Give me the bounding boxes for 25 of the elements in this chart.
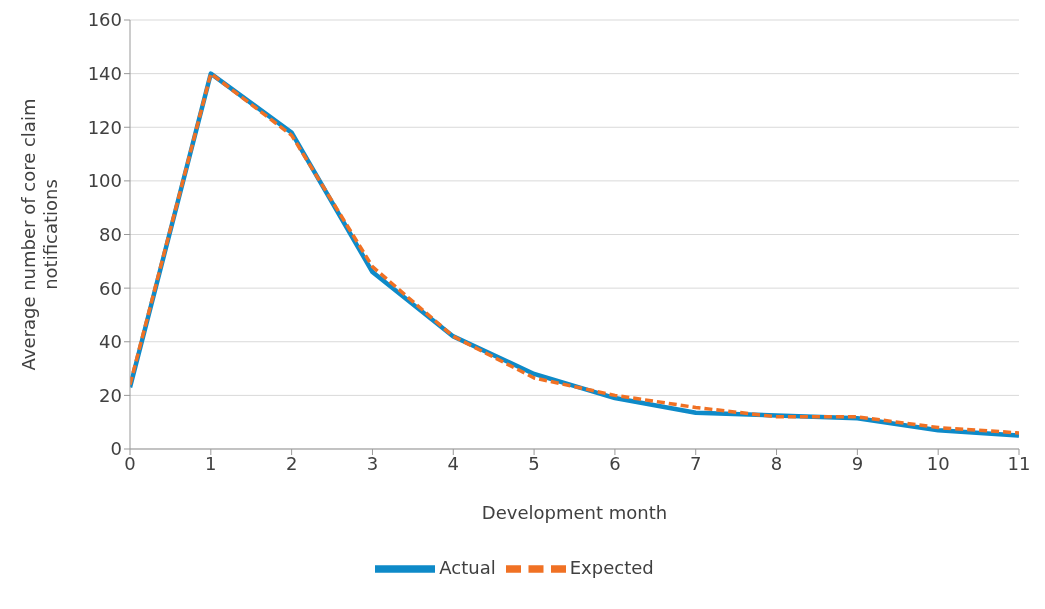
x-tick-label: 11 [1007,452,1031,474]
x-tick-label: 9 [851,452,864,474]
x-tick-label: 7 [690,452,702,474]
y-axis-title: Average number of core claim notifications [18,98,61,371]
y-tick-label: 60 [99,277,122,299]
x-tick-label: 0 [124,452,136,474]
x-tick-label: 8 [770,452,783,474]
y-tick-label: 160 [87,9,122,31]
legend-label: Actual [439,557,496,578]
y-tick-label: 80 [99,223,122,245]
y-tick-label: 20 [99,384,122,406]
x-tick-label: 5 [528,452,540,474]
x-tick-label: 3 [366,452,379,474]
x-tick-label: 10 [926,452,950,474]
y-tick-label: 140 [87,63,122,85]
y-tick-label: 40 [99,331,122,353]
x-tick-label: 2 [285,452,298,474]
x-tick-label: 1 [205,452,217,474]
x-tick-label: 6 [609,452,621,474]
legend-label: Expected [569,557,654,578]
x-axis-title: Development month [481,502,668,523]
x-tick-label: 4 [447,452,459,474]
y-tick-label: 120 [87,116,122,138]
y-tick-label: 0 [110,438,122,460]
y-tick-label: 100 [87,170,122,192]
